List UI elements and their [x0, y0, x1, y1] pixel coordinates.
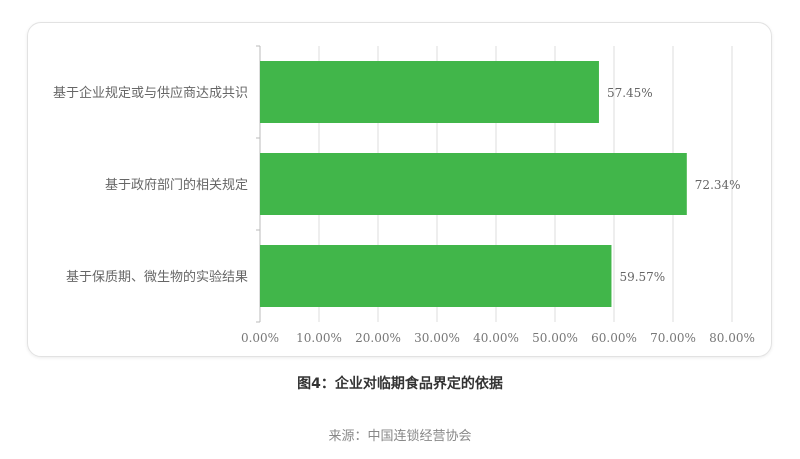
bar — [260, 245, 612, 307]
chart-source: 来源：中国连锁经营协会 — [328, 429, 472, 444]
chart-title: 图4：企业对临期食品界定的依据 — [297, 376, 503, 392]
category-label: 基于企业规定或与供应商达成共识 — [53, 85, 248, 101]
data-label: 57.45% — [607, 86, 653, 100]
x-tick-label: 20.00% — [355, 331, 401, 345]
category-label: 基于政府部门的相关规定 — [105, 177, 248, 193]
x-tick-label: 30.00% — [414, 331, 460, 345]
data-label: 72.34% — [695, 178, 741, 192]
data-label: 59.57% — [619, 270, 665, 284]
bar — [260, 61, 599, 123]
x-tick-label: 10.00% — [296, 331, 342, 345]
x-tick-label: 70.00% — [650, 331, 696, 345]
x-tick-label: 40.00% — [473, 331, 519, 345]
x-tick-label: 50.00% — [532, 331, 578, 345]
x-tick-label: 0.00% — [241, 331, 279, 345]
bar — [260, 153, 687, 215]
chart-card — [27, 22, 772, 357]
category-label: 基于保质期、微生物的实验结果 — [66, 269, 248, 285]
x-tick-label: 60.00% — [591, 331, 637, 345]
x-tick-label: 80.00% — [709, 331, 755, 345]
